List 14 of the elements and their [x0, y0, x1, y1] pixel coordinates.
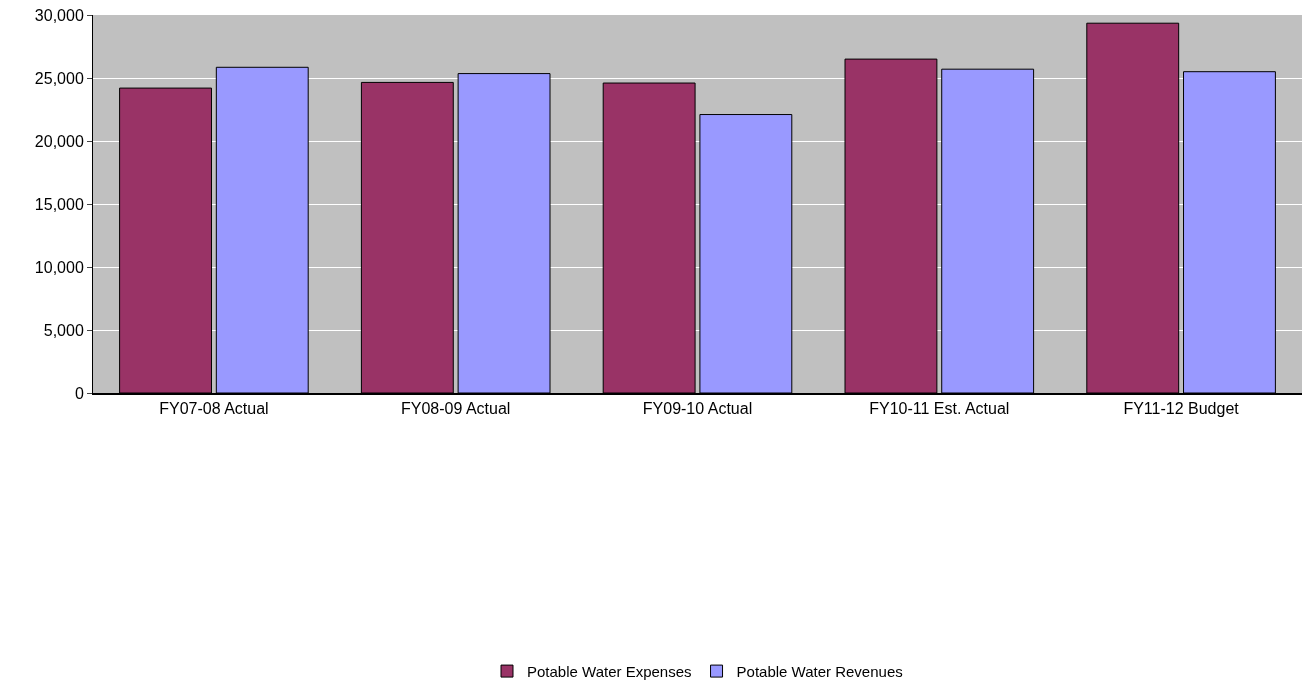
x-tick-label: FY09-10 Actual — [642, 400, 753, 418]
y-tick-label: 5,000 — [43, 321, 84, 339]
y-tick-label: 25,000 — [34, 69, 84, 87]
x-tick-label: FY10-11 Est. Actual — [869, 400, 1010, 418]
x-tick-label: FY11-12 Budget — [1123, 400, 1240, 418]
y-tick-label: 20,000 — [34, 132, 84, 150]
y-tick-label: 10,000 — [34, 258, 84, 276]
legend-label: Potable Water Revenues — [736, 662, 903, 680]
y-tick-label: 30,000 — [34, 6, 84, 24]
x-tick-label: FY07-08 Actual — [159, 400, 269, 418]
y-tick-label: 15,000 — [34, 195, 84, 213]
y-tick-label: 0 — [74, 384, 84, 402]
x-tick-label: FY08-09 Actual — [401, 400, 511, 418]
legend-label: Potable Water Expenses — [527, 662, 692, 680]
